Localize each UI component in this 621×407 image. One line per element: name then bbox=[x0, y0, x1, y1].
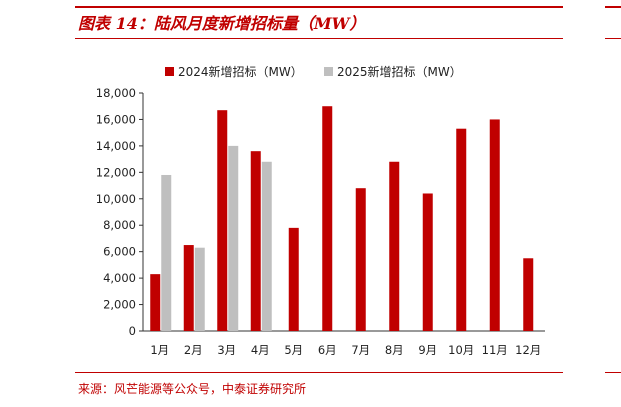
adjacent-panel-rule-bottom bbox=[605, 38, 621, 39]
x-tick-label: 2月 bbox=[184, 343, 203, 357]
y-tick-label: 6,000 bbox=[103, 245, 136, 259]
y-tick-label: 4,000 bbox=[103, 271, 136, 285]
y-tick-label: 8,000 bbox=[103, 218, 136, 232]
legend-label-2025: 2025新增招标（MW） bbox=[337, 65, 462, 79]
bar-2024-8 bbox=[389, 161, 400, 331]
y-tick-label: 18,000 bbox=[96, 86, 136, 100]
bar-2024-4 bbox=[250, 151, 261, 331]
bar-2024-9 bbox=[422, 193, 433, 331]
bar-2024-10 bbox=[456, 128, 467, 331]
legend-swatch-2025 bbox=[324, 67, 333, 76]
x-tick-label: 1月 bbox=[150, 343, 169, 357]
x-tick-label: 9月 bbox=[418, 343, 437, 357]
x-tick-label: 5月 bbox=[284, 343, 303, 357]
bar-2024-5 bbox=[288, 227, 299, 331]
y-tick-label: 12,000 bbox=[96, 165, 136, 179]
source-rule bbox=[75, 372, 563, 373]
x-tick-label: 11月 bbox=[482, 343, 508, 357]
x-tick-label: 8月 bbox=[385, 343, 404, 357]
x-tick-label: 10月 bbox=[448, 343, 474, 357]
bar-2025-3 bbox=[228, 145, 239, 331]
x-tick-label: 12月 bbox=[515, 343, 541, 357]
source-note: 来源：风芒能源等公众号，中泰证券研究所 bbox=[78, 382, 307, 396]
bar-2024-1 bbox=[150, 274, 161, 331]
bar-2024-3 bbox=[217, 110, 228, 331]
bar-2025-2 bbox=[194, 247, 205, 331]
bar-2024-12 bbox=[523, 258, 534, 331]
y-tick-label: 10,000 bbox=[96, 192, 136, 206]
adjacent-panel-rule-source bbox=[605, 372, 621, 373]
legend-label-2024: 2024新增招标（MW） bbox=[178, 65, 303, 79]
title-rule-top bbox=[75, 6, 563, 8]
bar-2024-2 bbox=[183, 245, 194, 331]
x-tick-label: 3月 bbox=[217, 343, 236, 357]
legend-item-2025: 2025新增招标（MW） bbox=[324, 63, 462, 80]
chart-title: 图表 14：陆风月度新增招标量（MW） bbox=[78, 14, 366, 33]
y-tick-label: 14,000 bbox=[96, 139, 136, 153]
x-tick-label: 4月 bbox=[251, 343, 270, 357]
legend: 2024新增招标（MW） 2025新增招标（MW） bbox=[0, 63, 621, 81]
y-tick-label: 0 bbox=[129, 324, 136, 338]
bar-2024-7 bbox=[355, 188, 366, 331]
legend-item-2024: 2024新增招标（MW） bbox=[165, 63, 303, 80]
bar-2024-11 bbox=[489, 119, 500, 331]
x-tick-label: 6月 bbox=[318, 343, 337, 357]
y-tick-label: 2,000 bbox=[103, 298, 136, 312]
bar-2025-1 bbox=[161, 174, 172, 331]
adjacent-panel-rule-top bbox=[605, 6, 621, 8]
bar-2024-6 bbox=[322, 106, 333, 331]
title-rule-bottom bbox=[75, 38, 563, 39]
x-tick-label: 7月 bbox=[351, 343, 370, 357]
y-tick-label: 16,000 bbox=[96, 112, 136, 126]
legend-swatch-2024 bbox=[165, 67, 174, 76]
bar-2025-4 bbox=[261, 161, 272, 331]
